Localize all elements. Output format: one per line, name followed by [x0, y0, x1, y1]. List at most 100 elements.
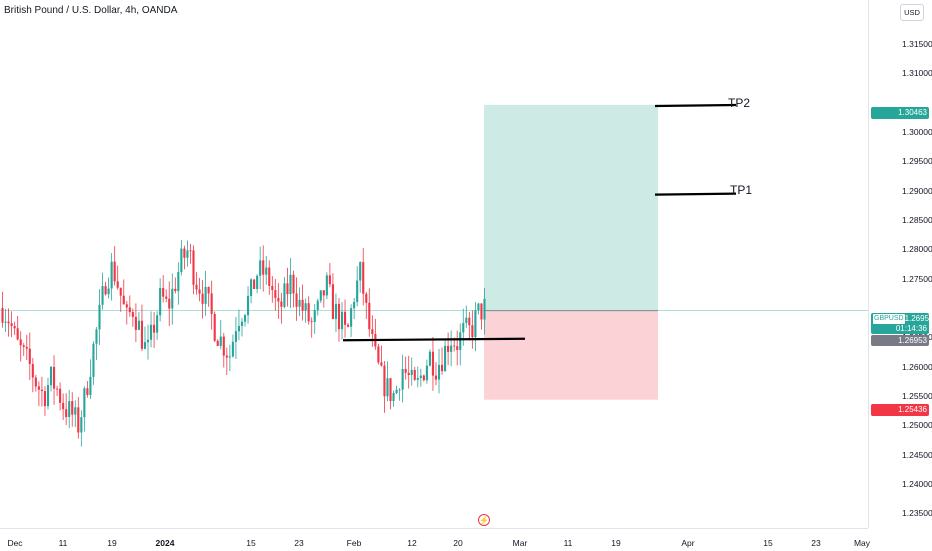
price-tick: 1.25000: [902, 420, 932, 431]
time-tick: 11: [58, 538, 68, 548]
candle-body: [198, 289, 201, 294]
candle-body: [71, 401, 74, 415]
candle-body: [404, 368, 407, 373]
candle-body: [146, 339, 150, 343]
price-tick: 1.28500: [902, 215, 932, 225]
candle-body: [13, 326, 16, 329]
candle-body: [295, 293, 298, 307]
candle-body: [262, 260, 265, 275]
candle-body: [192, 250, 195, 285]
candle-body: [347, 324, 350, 327]
candle-body: [353, 301, 356, 309]
candle-body: [59, 388, 62, 403]
candle-body: [359, 262, 362, 281]
time-tick: 19: [611, 538, 621, 548]
candle-body: [298, 299, 301, 307]
candle-body: [389, 378, 392, 402]
time-axis[interactable]: Dec 11 19 2024 15 23 Feb 12 20 Mar 11 19 Apr 15 23 May: [0, 528, 871, 551]
candle-body: [337, 303, 341, 330]
candle-body: [265, 267, 268, 275]
candle-body: [177, 272, 180, 292]
candle-body: [222, 336, 225, 356]
last-price-label: GBPUSD 1.26959 01:14:36: [871, 313, 932, 334]
candle-body: [456, 346, 459, 350]
candle-body: [343, 311, 347, 325]
stop-price-label: 1.25436: [871, 404, 929, 416]
tp1-line[interactable]: [654, 192, 737, 196]
candle-body: [22, 345, 25, 347]
candle-body: [334, 303, 338, 319]
candle-body: [216, 340, 219, 346]
candle-body: [74, 407, 77, 415]
candle-body: [319, 290, 322, 301]
time-tick: 23: [294, 538, 304, 548]
price-tick: 1.26000: [902, 361, 932, 372]
candle-body: [116, 281, 119, 288]
candle-body: [431, 351, 435, 376]
candle-body: [477, 303, 480, 311]
candle-body: [483, 298, 486, 320]
candle-body: [137, 320, 140, 330]
candle-body: [331, 284, 334, 319]
lightning-icon[interactable]: ⚡: [478, 514, 490, 526]
price-tick: 1.31000: [902, 68, 932, 79]
candle-body: [165, 296, 168, 299]
candle-body: [219, 336, 222, 346]
time-tick: 15: [763, 538, 773, 548]
time-tick: 15: [246, 538, 256, 548]
price-tick: 1.28000: [902, 244, 932, 255]
candle-body: [159, 288, 162, 316]
candle-body: [444, 345, 447, 372]
candle-body: [140, 320, 144, 349]
key-level-line[interactable]: [342, 337, 526, 342]
candle-body: [110, 261, 113, 289]
time-tick: Feb: [346, 538, 362, 548]
symbol-title[interactable]: British Pound / U.S. Dollar, 4h, OANDA: [4, 5, 178, 16]
time-tick: Mar: [512, 538, 528, 548]
candle-body: [107, 288, 110, 295]
candle-body: [228, 356, 231, 358]
candle-body: [416, 377, 419, 380]
target-zone[interactable]: [484, 104, 658, 311]
candle-body: [174, 288, 177, 292]
candle-body: [383, 365, 386, 397]
price-tick: 1.25500: [902, 391, 932, 401]
candle-body: [225, 355, 228, 358]
price-chart[interactable]: [0, 0, 868, 528]
tp2-label[interactable]: TP2: [728, 96, 751, 110]
candle-body: [125, 304, 128, 308]
candle-body: [283, 283, 286, 307]
candle-body: [304, 303, 307, 311]
candle-body: [180, 248, 183, 273]
price-tick: 1.24500: [902, 449, 932, 460]
price-tick: 1.29000: [902, 185, 932, 196]
candle-body: [340, 311, 344, 330]
price-axis[interactable]: 1.31500 1.31000 1.30000 1.29500 1.29000 1.285…: [868, 0, 932, 528]
tp1-label[interactable]: TP1: [730, 183, 753, 197]
candle-body: [92, 343, 95, 377]
candle-body: [462, 323, 465, 333]
candle-body: [292, 274, 295, 294]
currency-button[interactable]: USD: [900, 4, 924, 21]
candle-body: [286, 283, 289, 295]
entry-price-label: 1.26953: [871, 335, 929, 346]
candle-body: [440, 364, 444, 372]
stop-zone[interactable]: [484, 310, 658, 400]
candle-body: [7, 321, 10, 324]
candle-body: [259, 260, 262, 276]
candle-body: [19, 339, 22, 346]
candle-body: [31, 363, 34, 378]
tp2-line[interactable]: [654, 103, 737, 108]
price-tick: 1.31500: [902, 39, 932, 49]
candle-body: [434, 375, 438, 380]
time-tick: May: [853, 538, 871, 548]
candle-body: [256, 275, 259, 290]
candle-body: [89, 376, 92, 395]
price-tick: 1.30000: [902, 127, 932, 137]
candle-body: [401, 368, 404, 390]
candle-body: [422, 375, 425, 381]
candle-body: [213, 313, 216, 341]
candle-body: [413, 369, 416, 380]
candle-body: [1, 308, 4, 323]
